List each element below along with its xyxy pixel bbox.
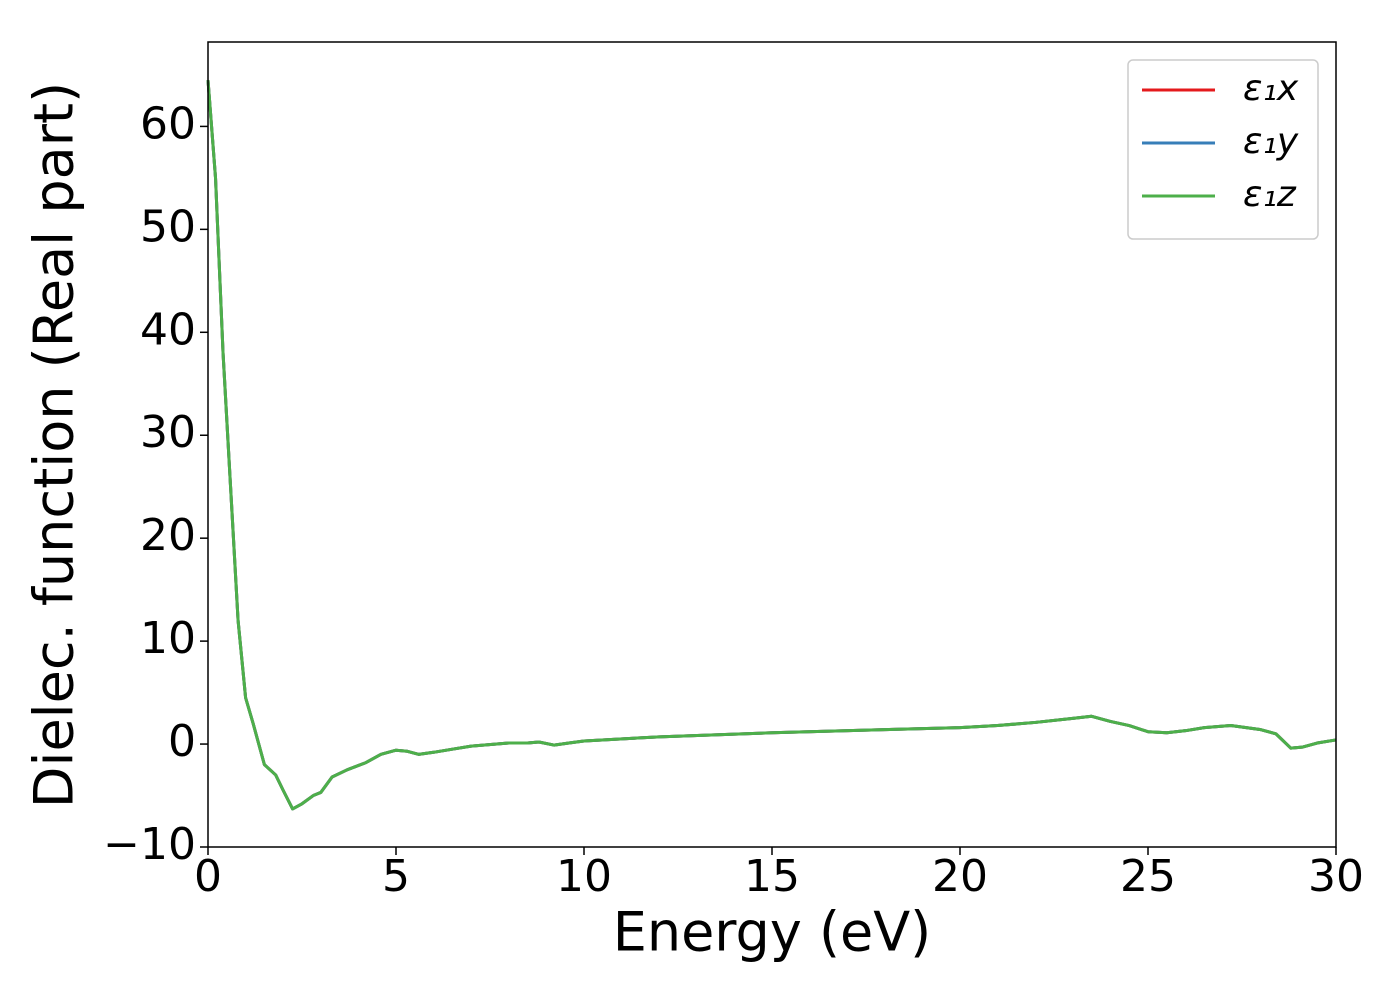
y-tick-label: −10 bbox=[103, 819, 196, 870]
legend-label: ε₁y bbox=[1243, 121, 1299, 162]
plot-frame bbox=[207, 41, 1337, 848]
y-tick-label: 10 bbox=[140, 613, 196, 664]
legend-label: ε₁z bbox=[1243, 174, 1297, 215]
x-tick-label: 20 bbox=[932, 851, 988, 902]
x-tick-label: 15 bbox=[744, 851, 800, 902]
legend-label: ε₁x bbox=[1243, 68, 1299, 109]
x-axis-label: Energy (eV) bbox=[613, 901, 932, 964]
y-tick-label: 20 bbox=[140, 510, 196, 561]
x-tick-label: 0 bbox=[194, 851, 222, 902]
y-tick-label: 60 bbox=[140, 98, 196, 149]
y-tick-label: 40 bbox=[140, 304, 196, 355]
legend-box bbox=[1127, 59, 1319, 240]
x-tick-label: 30 bbox=[1308, 851, 1364, 902]
x-tick-label: 5 bbox=[382, 851, 410, 902]
series-line bbox=[206, 79, 1337, 811]
y-tick-label: 50 bbox=[140, 201, 196, 252]
y-tick-label: 30 bbox=[140, 407, 196, 458]
y-axis-label: Dielec. function (Real part) bbox=[23, 82, 86, 808]
legend: ε₁x ε₁y ε₁z bbox=[1127, 59, 1319, 240]
y-tick-label: 0 bbox=[168, 716, 196, 767]
x-tick-label: 10 bbox=[556, 851, 612, 902]
x-tick-label: 25 bbox=[1120, 851, 1176, 902]
